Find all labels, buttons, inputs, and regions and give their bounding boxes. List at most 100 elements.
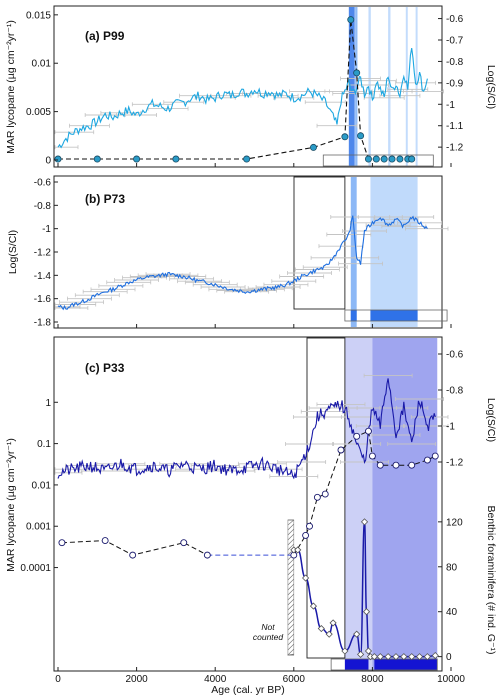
p33-lycopane-point [129, 551, 137, 559]
right-tick-label: -0.7 [446, 36, 464, 47]
hatch-line [287, 533, 295, 541]
hatch-line [287, 633, 295, 641]
right-tick-label: -0.8 [446, 386, 464, 397]
left-tick-label: -1.8 [34, 318, 52, 329]
p33-lycopane-point [408, 461, 416, 469]
panel-c-frame [53, 336, 443, 672]
p33-lycopane-point [423, 456, 431, 464]
p99-lycopane-point [396, 155, 404, 163]
p99-lycopane-point [172, 155, 180, 163]
p33-lycopane-point [365, 427, 372, 435]
panel-b-left-axis-label: Log(S/Cl) [7, 230, 19, 274]
panel-c-right-bottom-axis-label: Benthic foraminifera (# ind. G⁻¹) [485, 505, 497, 654]
p33-lycopane-point [180, 539, 188, 547]
period-shading-band [370, 177, 418, 327]
hatch-line [287, 558, 295, 566]
right-tick-label: -0.9 [446, 78, 464, 89]
core-band-dark [370, 310, 418, 321]
right-tick-label: -1 [446, 100, 455, 111]
period-shading-band [415, 7, 418, 166]
benthic-foraminifera-point [353, 630, 361, 638]
zoom-inset-box [293, 176, 346, 310]
p33-log-sc-line [57, 378, 436, 480]
core-section-box [344, 309, 448, 322]
zoom-inset-box [306, 337, 346, 659]
period-shading-band [355, 7, 358, 166]
benthic-foraminifera-point [431, 651, 439, 660]
x-tick-label: 10000 [437, 674, 465, 685]
right-tick-label: -1 [446, 422, 455, 433]
hatch-line [287, 573, 295, 581]
benthic-foraminifera-point [317, 624, 325, 633]
panel-c-title: (c) P33 [85, 361, 125, 375]
hatch-line [287, 648, 295, 656]
hatch-line [287, 523, 295, 531]
period-shading-band [372, 338, 438, 670]
right-tick-label: -0.6 [446, 14, 464, 25]
left-tick-label: -0.8 [34, 201, 52, 212]
p99-lycopane-point [357, 132, 365, 140]
p99-lycopane-point [93, 155, 101, 163]
right-tick-label: 120 [446, 517, 463, 528]
left-tick-label: 0.0001 [20, 563, 51, 574]
x-tick-label: 4000 [204, 674, 227, 685]
p33-lycopane-point [376, 461, 384, 469]
x-axis-label: Age (cal. yr BP) [211, 684, 285, 696]
hatch-line [287, 519, 294, 526]
hatch-line [287, 628, 295, 636]
benthic-foraminifera-point [360, 518, 369, 526]
left-tick-label: -1.6 [34, 294, 52, 305]
p99-lycopane-point [347, 16, 355, 24]
benthic-foraminifera-point [294, 546, 302, 554]
p33-lycopane-point [431, 452, 439, 460]
hatch-line [287, 613, 295, 621]
left-tick-label: 0 [45, 156, 51, 167]
hatch-line [287, 623, 295, 631]
left-tick-label: 0.001 [26, 522, 51, 533]
x-tick-label: 0 [55, 674, 61, 685]
period-shading-band [348, 7, 355, 166]
hatch-line [287, 568, 295, 576]
core-band-dark [374, 659, 438, 670]
hatch-line [287, 593, 295, 601]
hatch-line [287, 603, 295, 611]
benthic-foraminifera-point [415, 653, 424, 661]
hatch-line [287, 588, 295, 596]
benthic-foraminifera-point [357, 650, 365, 658]
left-tick-label: 0.01 [32, 59, 52, 70]
left-tick-label: 0.1 [37, 439, 51, 450]
hatch-line [287, 563, 295, 571]
left-tick-label: 0.01 [32, 480, 52, 491]
benthic-foraminifera-point [370, 653, 378, 661]
left-tick-label: 0.015 [26, 10, 51, 21]
p33-lycopane-point [203, 551, 211, 559]
not-counted-hatch [287, 519, 295, 656]
hatch-line [287, 578, 295, 586]
period-shading-band [350, 177, 357, 327]
p33-lycopane-point [353, 432, 361, 440]
panel-b-title: (b) P73 [85, 192, 125, 206]
p33-lycopane-point [337, 446, 345, 454]
core-band-dark [344, 659, 369, 670]
hatch-line [287, 618, 295, 626]
p33-lycopane-point [313, 493, 321, 501]
left-tick-label: -1 [42, 224, 51, 235]
period-shading-band [388, 7, 391, 166]
not-counted-annotation: Not counted [253, 622, 284, 642]
p33-lycopane-point [101, 537, 109, 545]
p33-lycopane-point [392, 461, 400, 469]
x-tick-label: 2000 [125, 674, 148, 685]
benthic-foraminifera-point [362, 608, 371, 616]
x-tick-label: 8000 [361, 674, 384, 685]
p99-lycopane-point [353, 69, 361, 77]
x-tick-label: 6000 [283, 674, 306, 685]
p99-lycopane-point [133, 155, 141, 163]
left-tick-label: -1.4 [34, 271, 52, 282]
period-shading-band [368, 7, 371, 166]
panel-a-right-axis-label: Log(S/Cl) [485, 65, 497, 109]
right-tick-label: -0.6 [446, 350, 464, 361]
right-tick-label: -1.1 [446, 121, 464, 132]
p99-lycopane-point [243, 155, 251, 163]
benthic-foraminifera-point [364, 647, 373, 655]
